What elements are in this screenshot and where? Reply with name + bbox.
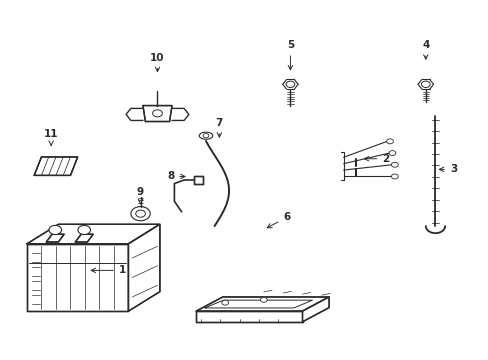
Text: 7: 7 (215, 118, 223, 137)
Polygon shape (196, 297, 328, 311)
Polygon shape (27, 224, 160, 244)
Text: 3: 3 (438, 165, 456, 174)
Text: 10: 10 (150, 53, 164, 72)
Polygon shape (75, 234, 93, 242)
Text: 9: 9 (137, 188, 144, 204)
Circle shape (285, 81, 294, 87)
Ellipse shape (199, 132, 212, 139)
Circle shape (136, 210, 145, 217)
Polygon shape (46, 234, 64, 242)
Polygon shape (193, 176, 203, 184)
Polygon shape (34, 157, 78, 175)
Text: 5: 5 (286, 40, 293, 70)
Polygon shape (196, 311, 302, 322)
Polygon shape (27, 244, 128, 311)
Text: 4: 4 (421, 40, 428, 59)
Polygon shape (128, 224, 160, 311)
Text: 8: 8 (167, 171, 184, 181)
Circle shape (391, 174, 397, 179)
Circle shape (386, 139, 393, 144)
Circle shape (131, 207, 150, 221)
Circle shape (49, 225, 61, 235)
Circle shape (78, 225, 90, 235)
Text: 6: 6 (266, 212, 290, 228)
Text: 11: 11 (44, 129, 58, 145)
Circle shape (152, 110, 162, 117)
Circle shape (388, 150, 395, 156)
Polygon shape (142, 105, 172, 122)
Circle shape (421, 81, 429, 87)
Text: 2: 2 (364, 154, 389, 164)
Text: 1: 1 (91, 265, 126, 275)
Circle shape (222, 300, 228, 305)
Circle shape (203, 134, 208, 138)
Polygon shape (302, 297, 328, 322)
Circle shape (391, 162, 397, 167)
Circle shape (260, 297, 266, 302)
